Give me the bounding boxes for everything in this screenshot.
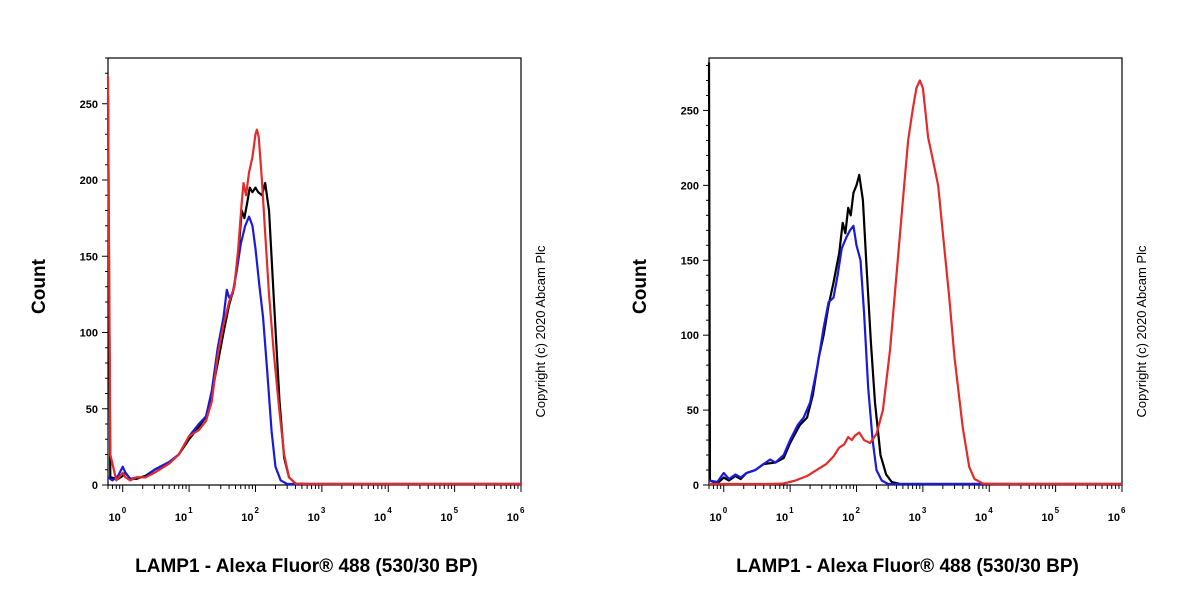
x-tick-label: 10 (975, 512, 987, 524)
y-tick-label: 150 (80, 251, 98, 263)
x-tick-label: 10 (175, 512, 187, 524)
x-tick-exponent: 5 (454, 506, 459, 515)
y-tick-label: 200 (80, 175, 98, 187)
x-tick-label: 10 (241, 512, 253, 524)
y-axis-title: Count (29, 258, 50, 314)
x-tick-exponent: 3 (922, 506, 927, 515)
x-tick-exponent: 0 (122, 506, 127, 515)
x-tick-label: 10 (909, 512, 921, 524)
x-tick-label: 10 (308, 512, 320, 524)
series-line (707, 62, 1122, 486)
y-axis-title: Count (630, 258, 651, 314)
x-tick-exponent: 2 (254, 506, 259, 515)
x-tick-exponent: 0 (723, 506, 728, 515)
y-tick-label: 250 (80, 99, 98, 111)
series-line (106, 76, 521, 486)
series-line (708, 224, 1122, 486)
x-tick-exponent: 1 (789, 506, 794, 515)
x-tick-exponent: 6 (520, 506, 525, 515)
x-tick-label: 10 (374, 512, 386, 524)
x-tick-label: 10 (440, 512, 452, 524)
x-axis-title: LAMP1 - Alexa Fluor® 488 (530/30 BP) (135, 556, 478, 577)
y-tick-label: 0 (92, 480, 98, 492)
chart-panel-left: 050100150200250100101102103104105106LAMP… (29, 57, 548, 577)
x-tick-label: 10 (108, 512, 120, 524)
x-tick-exponent: 6 (1121, 506, 1126, 515)
y-tick-label: 100 (681, 330, 699, 342)
y-tick-label: 100 (80, 328, 98, 340)
x-tick-exponent: 5 (1055, 506, 1060, 515)
x-axis-title: LAMP1 - Alexa Fluor® 488 (530/30 BP) (736, 556, 1079, 577)
x-tick-label: 10 (1041, 512, 1053, 524)
x-tick-label: 10 (776, 512, 788, 524)
plot-frame (708, 57, 1123, 486)
x-tick-label: 10 (1108, 512, 1120, 524)
y-tick-label: 150 (681, 255, 699, 267)
series-line (106, 96, 521, 486)
y-tick-label: 0 (693, 480, 699, 492)
plot-frame (107, 57, 522, 486)
chart-panel-right: 050100150200250100101102103104105106LAMP… (630, 57, 1149, 577)
x-tick-exponent: 2 (855, 506, 860, 515)
x-tick-label: 10 (842, 512, 854, 524)
y-tick-label: 250 (681, 105, 699, 117)
y-tick-label: 200 (681, 180, 699, 192)
y-tick-label: 50 (687, 405, 699, 417)
copyright-text: Copyright (c) 2020 Abcam Plc (1134, 245, 1149, 417)
x-tick-label: 10 (709, 512, 721, 524)
x-tick-exponent: 4 (988, 506, 993, 515)
y-tick-label: 50 (86, 404, 98, 416)
x-tick-exponent: 1 (188, 506, 193, 515)
series-line (709, 79, 1122, 486)
copyright-text: Copyright (c) 2020 Abcam Plc (533, 245, 548, 417)
x-tick-exponent: 4 (387, 506, 392, 515)
series-line (107, 215, 521, 486)
x-tick-exponent: 3 (321, 506, 326, 515)
x-tick-label: 10 (507, 512, 519, 524)
